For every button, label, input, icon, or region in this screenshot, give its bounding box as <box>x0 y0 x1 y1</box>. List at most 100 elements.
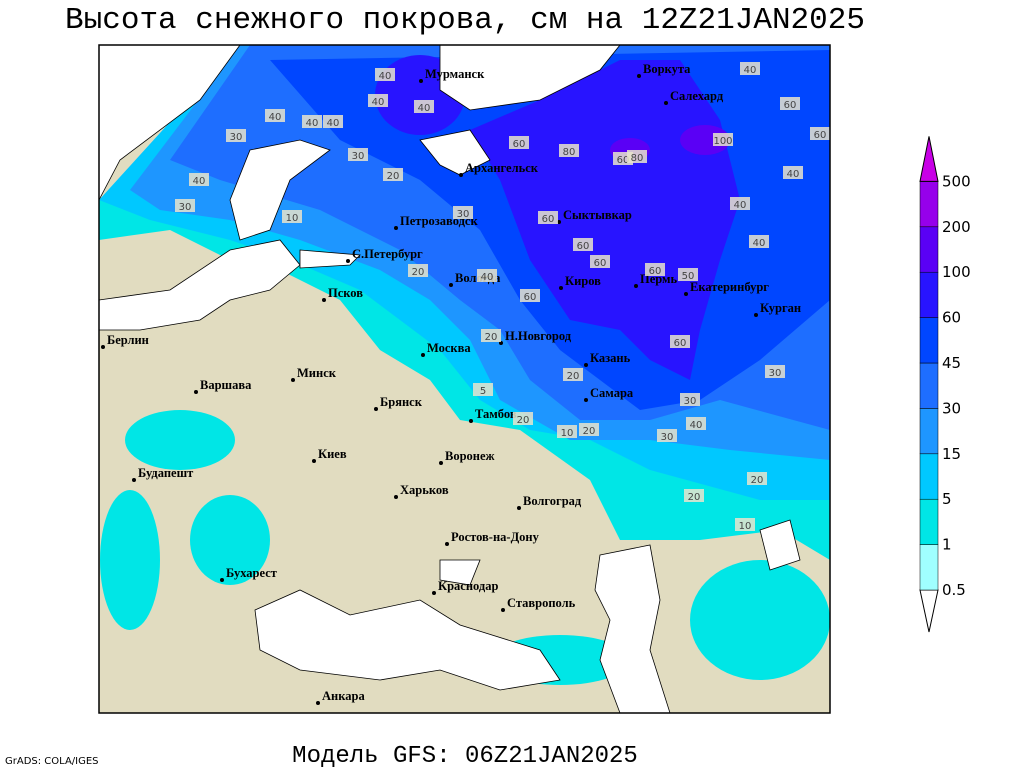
city-label: Архангельск <box>465 161 539 175</box>
legend-label: 5 <box>942 490 952 508</box>
contour-label: 40 <box>418 103 431 114</box>
city-label: Харьков <box>400 483 449 497</box>
contour-label-box <box>559 144 579 157</box>
contour-label: 40 <box>734 200 747 211</box>
snow-area <box>680 125 730 155</box>
city-label: Казань <box>590 351 631 365</box>
city-label: Киев <box>318 447 347 461</box>
contour-label: 5 <box>480 386 486 397</box>
legend-label: 60 <box>942 309 961 327</box>
city-label: Киров <box>565 274 601 288</box>
seas <box>99 45 801 713</box>
city-dot <box>517 506 521 510</box>
city-dot <box>291 378 295 382</box>
city-label: Ставрополь <box>507 596 576 610</box>
city-label: Берлин <box>107 333 149 347</box>
contour-label: 10 <box>286 213 299 224</box>
contour-label-box <box>590 255 610 268</box>
city-label: Сыктывкар <box>563 208 632 222</box>
contour-label-box <box>408 264 428 277</box>
city-dot <box>584 363 588 367</box>
legend-label: 45 <box>942 354 961 372</box>
contour-label: 40 <box>379 71 392 82</box>
contour-label: 20 <box>517 415 530 426</box>
contour-label-box <box>765 365 785 378</box>
city-dot <box>394 495 398 499</box>
contour-label: 60 <box>674 338 687 349</box>
contour-label: 40 <box>744 65 757 76</box>
contour-label-box <box>189 173 209 186</box>
contour-label-box <box>713 133 733 146</box>
contour-label: 80 <box>631 153 644 164</box>
contour-label-box <box>175 199 195 212</box>
city-dot <box>194 390 198 394</box>
city-label: Бухарест <box>226 566 277 580</box>
contour-label: 40 <box>193 176 206 187</box>
contour-label: 20 <box>751 475 764 486</box>
contour-label: 30 <box>769 368 782 379</box>
contour-label: 20 <box>412 267 425 278</box>
contour-label-box <box>348 148 368 161</box>
contour-label-box <box>627 150 647 163</box>
contour-label-box <box>302 115 322 128</box>
snow-area <box>125 410 235 470</box>
city-dot <box>559 286 563 290</box>
city-label: С.Петербург <box>352 247 423 261</box>
legend-box <box>919 408 939 455</box>
contour-label: 10 <box>561 428 574 439</box>
contour-label-box <box>265 109 285 122</box>
contour-label: 40 <box>306 118 319 129</box>
contour-label-box <box>657 429 677 442</box>
contour-label: 30 <box>661 432 674 443</box>
contour-label: 100 <box>713 136 732 147</box>
map: Мурманск ВоркутаСалехардАрхангельскПетроз… <box>99 45 830 713</box>
contour-label-box <box>730 197 750 210</box>
contour-label-box <box>477 269 497 282</box>
contour-label-box <box>735 518 755 531</box>
contour-label-box <box>810 127 830 140</box>
city-label: Минск <box>297 366 337 380</box>
contour-label: 20 <box>567 371 580 382</box>
city-label: Екатеринбург <box>690 280 769 294</box>
city-label: Москва <box>427 341 471 355</box>
contour-label: 20 <box>387 171 400 182</box>
legend-box <box>919 317 939 364</box>
contour-label-box <box>414 100 434 113</box>
city-dot <box>132 478 136 482</box>
city-dot <box>419 79 423 83</box>
city-dot <box>449 283 453 287</box>
city-label: Мурманск <box>425 67 485 81</box>
city-dot <box>637 74 641 78</box>
legend-box <box>919 181 939 228</box>
city-label: Псков <box>328 286 363 300</box>
contour-label: 40 <box>690 420 703 431</box>
legend-label: 200 <box>942 218 971 236</box>
contour-label: 20 <box>688 492 701 503</box>
city-dot <box>322 298 326 302</box>
contour-label-box <box>780 97 800 110</box>
contour-label-box <box>509 136 529 149</box>
contour-label: 40 <box>481 272 494 283</box>
legend-label: 0.5 <box>942 581 966 599</box>
contour-label-box <box>538 211 558 224</box>
legend-label: 15 <box>942 445 961 463</box>
contour-label: 40 <box>787 169 800 180</box>
contour-label-box <box>783 166 803 179</box>
snow-area <box>470 60 740 380</box>
legend-box <box>919 544 939 591</box>
city-label: Анкара <box>322 689 365 703</box>
contour-label-box <box>282 210 302 223</box>
contour-label: 60 <box>617 155 630 166</box>
contour-label-box <box>645 263 665 276</box>
city-dot <box>469 419 473 423</box>
city-label: Салехард <box>670 89 724 103</box>
contour-label-box <box>323 115 343 128</box>
legend-box <box>919 362 939 409</box>
city-label: Ростов-на-Дону <box>451 530 540 544</box>
city-dot <box>439 461 443 465</box>
contour-label: 40 <box>753 238 766 249</box>
city-label: Будапешт <box>138 466 193 480</box>
contour-label: 60 <box>524 292 537 303</box>
contour-label-box <box>383 168 403 181</box>
title: Высота снежного покрова, см на 12Z21JAN2… <box>65 3 865 38</box>
